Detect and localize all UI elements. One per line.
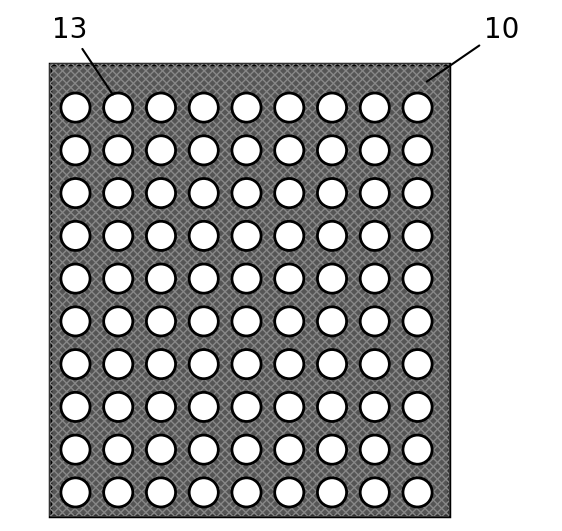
Circle shape [103, 178, 133, 208]
Circle shape [61, 221, 90, 251]
Circle shape [232, 478, 261, 507]
Text: 13: 13 [52, 16, 113, 95]
Circle shape [360, 307, 389, 336]
Circle shape [318, 93, 347, 122]
Circle shape [61, 93, 90, 122]
Circle shape [61, 478, 90, 507]
Circle shape [232, 264, 261, 293]
Circle shape [61, 178, 90, 208]
Circle shape [232, 93, 261, 122]
Circle shape [147, 136, 175, 165]
Circle shape [360, 178, 389, 208]
Circle shape [232, 178, 261, 208]
Circle shape [275, 478, 304, 507]
Circle shape [275, 307, 304, 336]
Circle shape [147, 392, 175, 422]
Circle shape [189, 221, 218, 251]
Circle shape [403, 178, 432, 208]
Circle shape [189, 136, 218, 165]
Circle shape [103, 136, 133, 165]
Circle shape [103, 392, 133, 422]
Circle shape [103, 93, 133, 122]
Circle shape [360, 349, 389, 379]
Circle shape [403, 221, 432, 251]
Circle shape [403, 264, 432, 293]
Circle shape [318, 178, 347, 208]
Circle shape [61, 136, 90, 165]
Circle shape [103, 221, 133, 251]
Circle shape [147, 478, 175, 507]
Circle shape [103, 307, 133, 336]
Circle shape [103, 478, 133, 507]
Circle shape [189, 178, 218, 208]
Circle shape [189, 435, 218, 464]
Circle shape [147, 307, 175, 336]
Circle shape [147, 178, 175, 208]
Circle shape [275, 435, 304, 464]
Circle shape [318, 136, 347, 165]
Circle shape [403, 93, 432, 122]
Circle shape [318, 349, 347, 379]
Circle shape [318, 307, 347, 336]
Circle shape [318, 392, 347, 422]
Circle shape [360, 221, 389, 251]
Circle shape [360, 93, 389, 122]
Circle shape [189, 307, 218, 336]
Circle shape [275, 264, 304, 293]
Circle shape [147, 93, 175, 122]
Bar [50, 64, 448, 516]
Circle shape [232, 435, 261, 464]
Circle shape [275, 136, 304, 165]
Circle shape [189, 93, 218, 122]
Circle shape [360, 264, 389, 293]
Circle shape [189, 478, 218, 507]
Circle shape [103, 264, 133, 293]
Circle shape [147, 264, 175, 293]
Circle shape [147, 349, 175, 379]
Bar [50, 64, 448, 516]
Circle shape [232, 221, 261, 251]
Circle shape [232, 307, 261, 336]
Circle shape [61, 307, 90, 336]
Circle shape [275, 349, 304, 379]
Circle shape [403, 307, 432, 336]
Bar [50, 64, 448, 516]
Circle shape [232, 392, 261, 422]
Circle shape [360, 136, 389, 165]
Circle shape [360, 478, 389, 507]
Circle shape [103, 435, 133, 464]
Circle shape [232, 349, 261, 379]
Circle shape [318, 478, 347, 507]
Circle shape [360, 435, 389, 464]
Circle shape [318, 435, 347, 464]
Circle shape [103, 349, 133, 379]
Circle shape [403, 478, 432, 507]
Circle shape [275, 93, 304, 122]
Circle shape [147, 435, 175, 464]
Circle shape [318, 221, 347, 251]
Circle shape [360, 392, 389, 422]
Circle shape [275, 178, 304, 208]
Circle shape [61, 264, 90, 293]
Circle shape [189, 349, 218, 379]
Circle shape [189, 264, 218, 293]
Circle shape [61, 435, 90, 464]
Circle shape [147, 221, 175, 251]
Circle shape [403, 349, 432, 379]
Circle shape [275, 392, 304, 422]
Circle shape [232, 136, 261, 165]
Circle shape [61, 392, 90, 422]
Text: 10: 10 [427, 16, 520, 82]
Circle shape [275, 221, 304, 251]
Circle shape [403, 435, 432, 464]
Circle shape [403, 136, 432, 165]
Circle shape [61, 349, 90, 379]
Circle shape [189, 392, 218, 422]
Circle shape [403, 392, 432, 422]
Circle shape [318, 264, 347, 293]
